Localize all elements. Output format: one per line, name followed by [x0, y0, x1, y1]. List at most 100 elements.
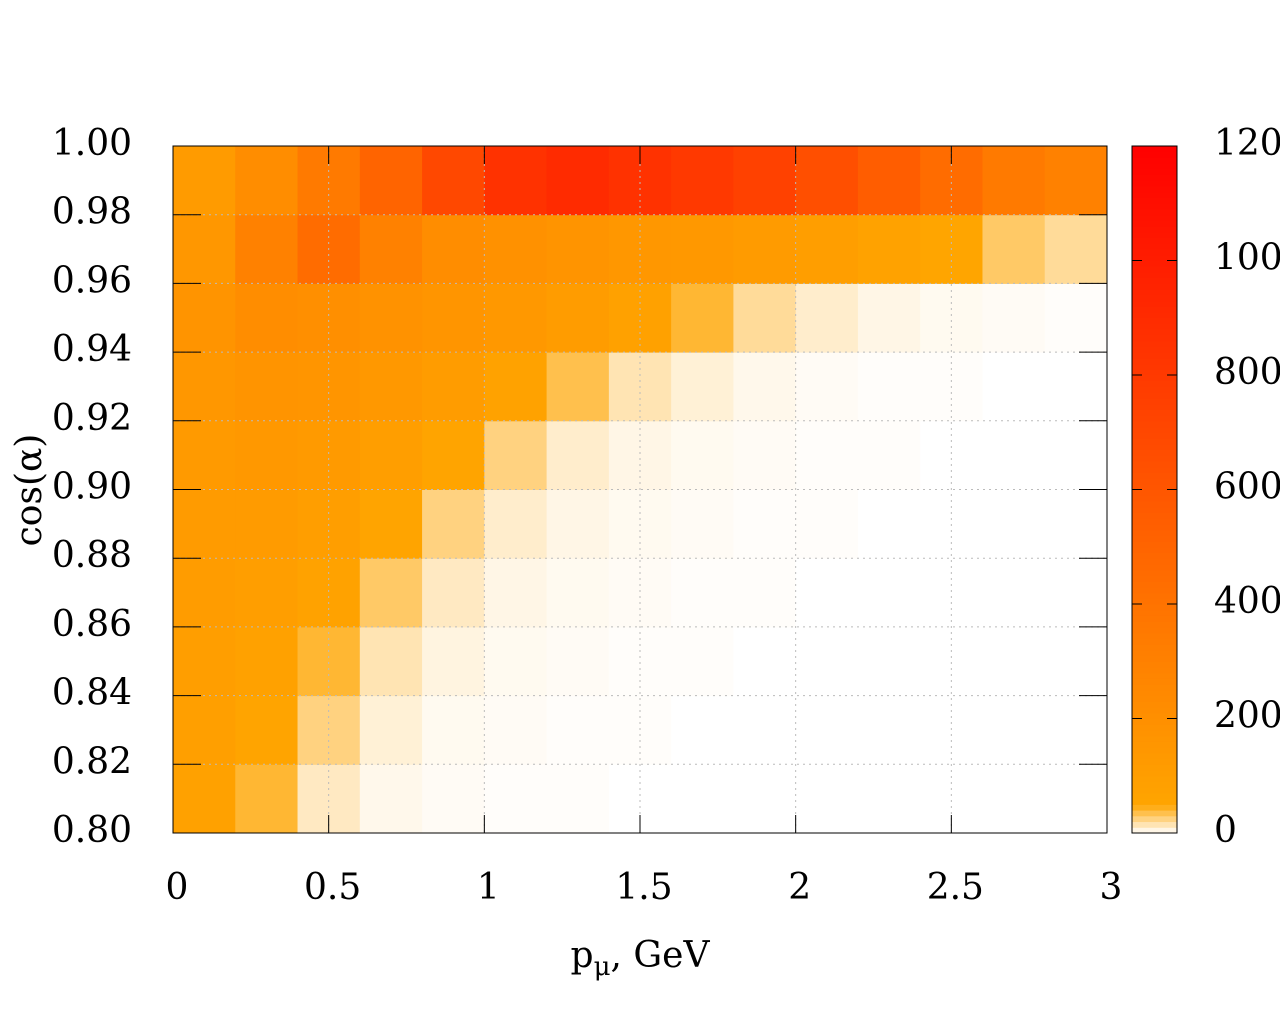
y-tick-label: 0.84: [52, 673, 132, 714]
heatmap-cell: [484, 626, 548, 697]
heatmap-cell: [733, 214, 797, 284]
heatmap-cell: [920, 283, 983, 353]
heatmap-cell: [484, 558, 548, 628]
colorbar-step: [1132, 317, 1177, 324]
heatmap-cell: [733, 558, 797, 628]
colorbar-step: [1132, 352, 1177, 359]
colorbar-step: [1132, 174, 1177, 181]
y-axis-label: cos(α): [9, 434, 50, 547]
colorbar-step: [1132, 380, 1177, 387]
colorbar-step: [1132, 323, 1177, 330]
colorbar-step: [1132, 615, 1177, 622]
heatmap-cell: [795, 352, 859, 422]
heatmap-cell: [733, 764, 797, 834]
heatmap-cell: [1044, 146, 1108, 216]
heatmap-cell: [546, 489, 610, 559]
heatmap-cell: [359, 352, 423, 422]
heatmap-cell: [546, 420, 610, 490]
y-tick-label: 0.88: [52, 535, 132, 576]
x-tick-label: 2.5: [927, 867, 984, 908]
heatmap-cell: [795, 489, 859, 559]
heatmap-cell: [795, 146, 859, 216]
y-tick-label: 0.82: [52, 741, 132, 782]
heatmap-cell: [422, 352, 485, 422]
heatmap-cell: [235, 489, 299, 559]
heatmap-cell: [1044, 489, 1108, 559]
colorbar-step: [1132, 312, 1177, 319]
heatmap-cell: [422, 283, 485, 353]
colorbar-step: [1132, 168, 1177, 176]
heatmap-cell: [484, 489, 548, 559]
colorbar-step: [1132, 432, 1177, 439]
x-tick-label: 1: [477, 867, 500, 908]
colorbar-step: [1132, 249, 1177, 256]
heatmap-cell: [671, 146, 734, 216]
heatmap-cell: [546, 352, 610, 422]
heatmap-cell: [546, 626, 610, 697]
colorbar-step: [1132, 707, 1177, 714]
heatmap-cell: [359, 146, 423, 216]
colorbar-step: [1132, 191, 1177, 199]
x-tick-label: 0: [166, 867, 189, 908]
x-tick-label: 0.5: [304, 867, 361, 908]
heatmap-cell: [297, 420, 361, 490]
colorbar-step: [1132, 237, 1177, 244]
heatmap-cell: [484, 352, 548, 422]
colorbar-step: [1132, 815, 1177, 823]
heatmap-cell: [982, 489, 1046, 559]
colorbar-step: [1132, 329, 1177, 336]
heatmap-cell: [857, 626, 921, 697]
x-tick-label: 1.5: [615, 867, 672, 908]
colorbar-step: [1132, 363, 1177, 370]
heatmap-cell: [173, 283, 236, 353]
heatmap-cell: [795, 214, 859, 284]
heatmap-cell: [982, 420, 1046, 490]
heatmap-cell: [173, 420, 236, 490]
colorbar-step: [1132, 684, 1177, 691]
heatmap-cell: [1044, 420, 1108, 490]
colorbar-step: [1132, 437, 1177, 445]
colorbar-step: [1132, 747, 1177, 754]
heatmap-cell: [608, 420, 672, 490]
colorbar-step: [1132, 764, 1177, 771]
colorbar-tick-label: 400: [1214, 581, 1280, 622]
colorbar-step: [1132, 254, 1177, 261]
heatmap-cell: [484, 420, 548, 490]
heatmap-cell: [982, 352, 1046, 422]
heatmap-cell: [733, 146, 797, 216]
heatmap-cell: [235, 764, 299, 834]
colorbar-step: [1132, 260, 1177, 267]
heatmap-cell: [857, 489, 921, 559]
colorbar-step: [1132, 787, 1177, 794]
heatmap-cell: [422, 626, 485, 697]
heatmap-cell: [920, 558, 983, 628]
colorbar-step: [1132, 300, 1177, 307]
heatmap-cell: [857, 214, 921, 284]
heatmap-cell: [982, 146, 1046, 216]
colorbar-step: [1132, 163, 1177, 170]
heatmap-cell: [235, 146, 299, 216]
plot-frame: [172, 145, 1108, 834]
heatmap-cell: [733, 420, 797, 490]
colorbar-step: [1132, 626, 1177, 634]
heatmap-cell: [297, 626, 361, 697]
colorbar-step: [1132, 334, 1177, 342]
heatmap-cell: [297, 283, 361, 353]
colorbar-step: [1132, 798, 1177, 805]
heatmap-cell: [795, 764, 859, 834]
colorbar-step: [1132, 644, 1177, 651]
colorbar-step: [1132, 346, 1177, 353]
colorbar-step: [1132, 804, 1177, 811]
colorbar-step: [1132, 552, 1177, 559]
colorbar-step: [1132, 729, 1177, 737]
colorbar-step: [1132, 506, 1177, 513]
colorbar-step: [1132, 512, 1177, 519]
colorbar-step: [1132, 712, 1177, 719]
heatmap-cell: [1044, 283, 1108, 353]
heatmap-cell: [795, 626, 859, 697]
colorbar-step: [1132, 724, 1177, 731]
heatmap-cell: [546, 214, 610, 284]
colorbar-step: [1132, 632, 1177, 639]
heatmap-cell: [422, 489, 485, 559]
y-tick-label: 0.92: [52, 398, 132, 439]
